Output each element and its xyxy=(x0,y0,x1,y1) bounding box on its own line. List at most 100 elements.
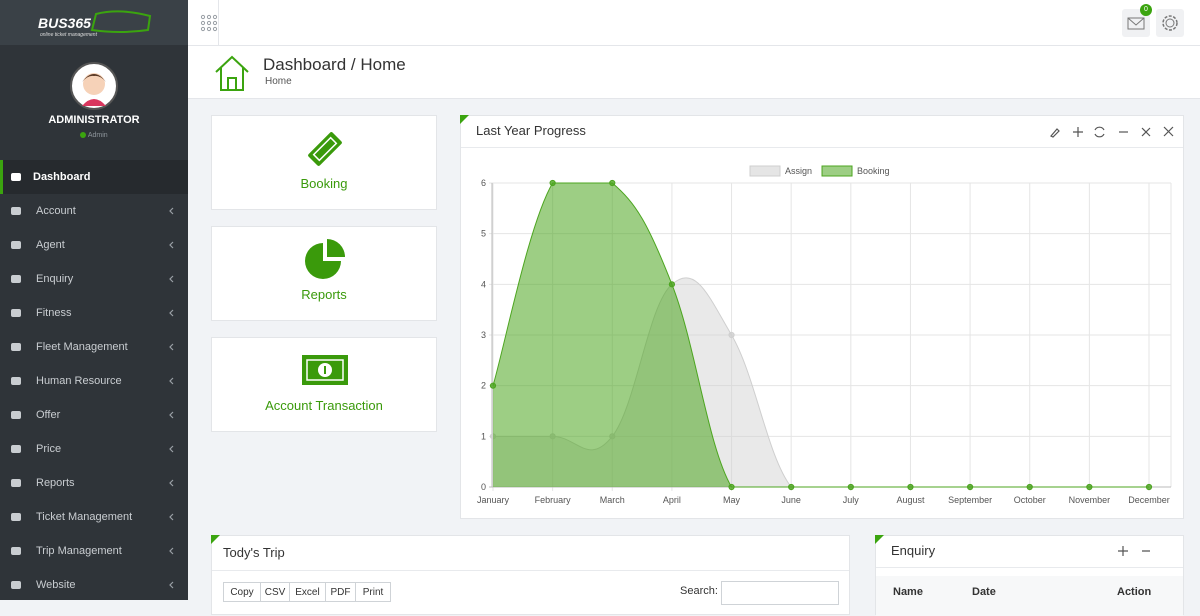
menu-item[interactable]: Fitness xyxy=(0,296,188,330)
menu-item[interactable]: Dashboard xyxy=(0,160,188,194)
chevron xyxy=(169,581,174,589)
point xyxy=(966,483,974,491)
menu-chevron xyxy=(169,581,174,589)
menu-item[interactable]: Website xyxy=(0,568,188,602)
menu-item[interactable]: Human Resource xyxy=(0,364,188,398)
menu-item[interactable]: Agent xyxy=(0,228,188,262)
user-name: ADMINISTRATOR xyxy=(48,114,140,126)
search-input[interactable] xyxy=(721,581,839,605)
logo[interactable]: BUS365 online ticket management xyxy=(0,0,188,45)
y-tick-label: 4 xyxy=(481,279,486,289)
chevron xyxy=(169,207,174,215)
point xyxy=(907,483,914,491)
panel-title: Last Year Progress xyxy=(476,123,586,138)
x-tick-label: May xyxy=(723,495,741,505)
point xyxy=(728,483,735,491)
tile[interactable]: Account Transaction xyxy=(211,337,437,432)
menu-chevron xyxy=(169,513,174,521)
tile-label: Booking xyxy=(300,176,348,191)
x-tick-label: July xyxy=(843,495,860,505)
point xyxy=(609,179,616,187)
point xyxy=(1026,483,1033,491)
settings-icon xyxy=(1162,15,1178,31)
settings-button[interactable] xyxy=(1156,9,1184,37)
legend-swatch xyxy=(821,165,853,177)
tile-label: Reports xyxy=(301,287,347,302)
menu-label: Website xyxy=(36,579,76,591)
search-label: Search: xyxy=(680,585,718,597)
menu-item[interactable]: Fleet Management xyxy=(0,330,188,364)
x-tick-label: January xyxy=(477,495,510,505)
export-button[interactable]: Copy xyxy=(223,582,261,602)
menu-item[interactable]: Ticket Management xyxy=(0,500,188,534)
money-icon xyxy=(302,355,348,385)
panel-tools[interactable] xyxy=(1116,544,1156,558)
mail-icon xyxy=(1127,17,1145,30)
y-tick-label: 5 xyxy=(481,229,486,239)
panel-title: Enquiry xyxy=(891,543,936,558)
menu-item[interactable]: Enquiry xyxy=(0,262,188,296)
menu-chevron xyxy=(169,241,174,249)
menu-chevron xyxy=(169,547,174,555)
menu-chevron xyxy=(169,445,174,453)
breadcrumb[interactable]: Home xyxy=(265,76,292,87)
enquiry-panel: Enquiry Name Date Action xyxy=(875,535,1184,616)
menu-label: Fitness xyxy=(36,307,72,319)
menu-label: Offer xyxy=(36,409,61,421)
panel-divider xyxy=(461,147,1183,148)
menu-item[interactable]: Account xyxy=(0,194,188,228)
legend-label: Booking xyxy=(857,166,890,176)
menu-chevron xyxy=(169,275,174,283)
column-header[interactable]: Action xyxy=(1117,586,1152,598)
user-role-wrap: Admin xyxy=(0,132,188,139)
apps-icon[interactable] xyxy=(200,14,218,32)
chevron xyxy=(169,445,174,453)
sidebar: BUS365 online ticket management ADMINIST… xyxy=(0,0,188,600)
table-header: Name Date Action xyxy=(876,576,1183,616)
export-button[interactable]: Excel xyxy=(289,582,326,602)
menu-icon xyxy=(11,547,21,555)
menu-icon xyxy=(11,207,21,215)
y-tick-label: 1 xyxy=(481,431,486,441)
menu-label: Account xyxy=(36,205,76,217)
menu-chevron xyxy=(169,207,174,215)
export-button[interactable]: PDF xyxy=(325,582,356,602)
menu-icon xyxy=(11,309,21,317)
menu-icon-shape xyxy=(11,581,21,589)
column-header[interactable]: Date xyxy=(972,586,996,598)
menu-label: Agent xyxy=(36,239,65,251)
point xyxy=(1086,483,1093,491)
notification-badge: 0 xyxy=(1140,4,1152,16)
x-tick-label: March xyxy=(600,495,625,505)
menu-item[interactable]: Price xyxy=(0,432,188,466)
tile[interactable]: Reports xyxy=(211,226,437,321)
x-tick-label: June xyxy=(781,495,801,505)
column-header[interactable]: Name xyxy=(893,586,923,598)
menu-icon xyxy=(11,411,21,419)
menu-item[interactable]: Trip Management xyxy=(0,534,188,568)
menu-chevron xyxy=(169,479,174,487)
menu-icon-shape xyxy=(11,479,21,487)
panel-divider xyxy=(212,570,849,571)
point xyxy=(549,179,556,187)
export-button[interactable]: Print xyxy=(355,582,391,602)
menu-item[interactable]: Offer xyxy=(0,398,188,432)
menu-icon xyxy=(11,377,21,385)
menu-chevron xyxy=(169,343,174,351)
menu-icon-shape xyxy=(11,411,21,419)
area xyxy=(493,183,1149,487)
export-button[interactable]: CSV xyxy=(260,582,290,602)
chevron xyxy=(169,513,174,521)
chart-panel: Last Year Progress 0 1 2 3 4 5 6 January Februar… xyxy=(460,115,1184,519)
panel-tools[interactable] xyxy=(1046,124,1176,140)
menu-item[interactable]: Reports xyxy=(0,466,188,500)
x-tick-label: August xyxy=(896,495,925,505)
menu-icon-shape xyxy=(11,513,21,521)
page-title: Dashboard / Home xyxy=(263,55,406,74)
point xyxy=(847,483,854,491)
x-tick-label: November xyxy=(1069,495,1111,505)
legend-swatch xyxy=(749,165,781,177)
avatar[interactable] xyxy=(70,62,118,110)
tile[interactable]: Booking xyxy=(211,115,437,210)
